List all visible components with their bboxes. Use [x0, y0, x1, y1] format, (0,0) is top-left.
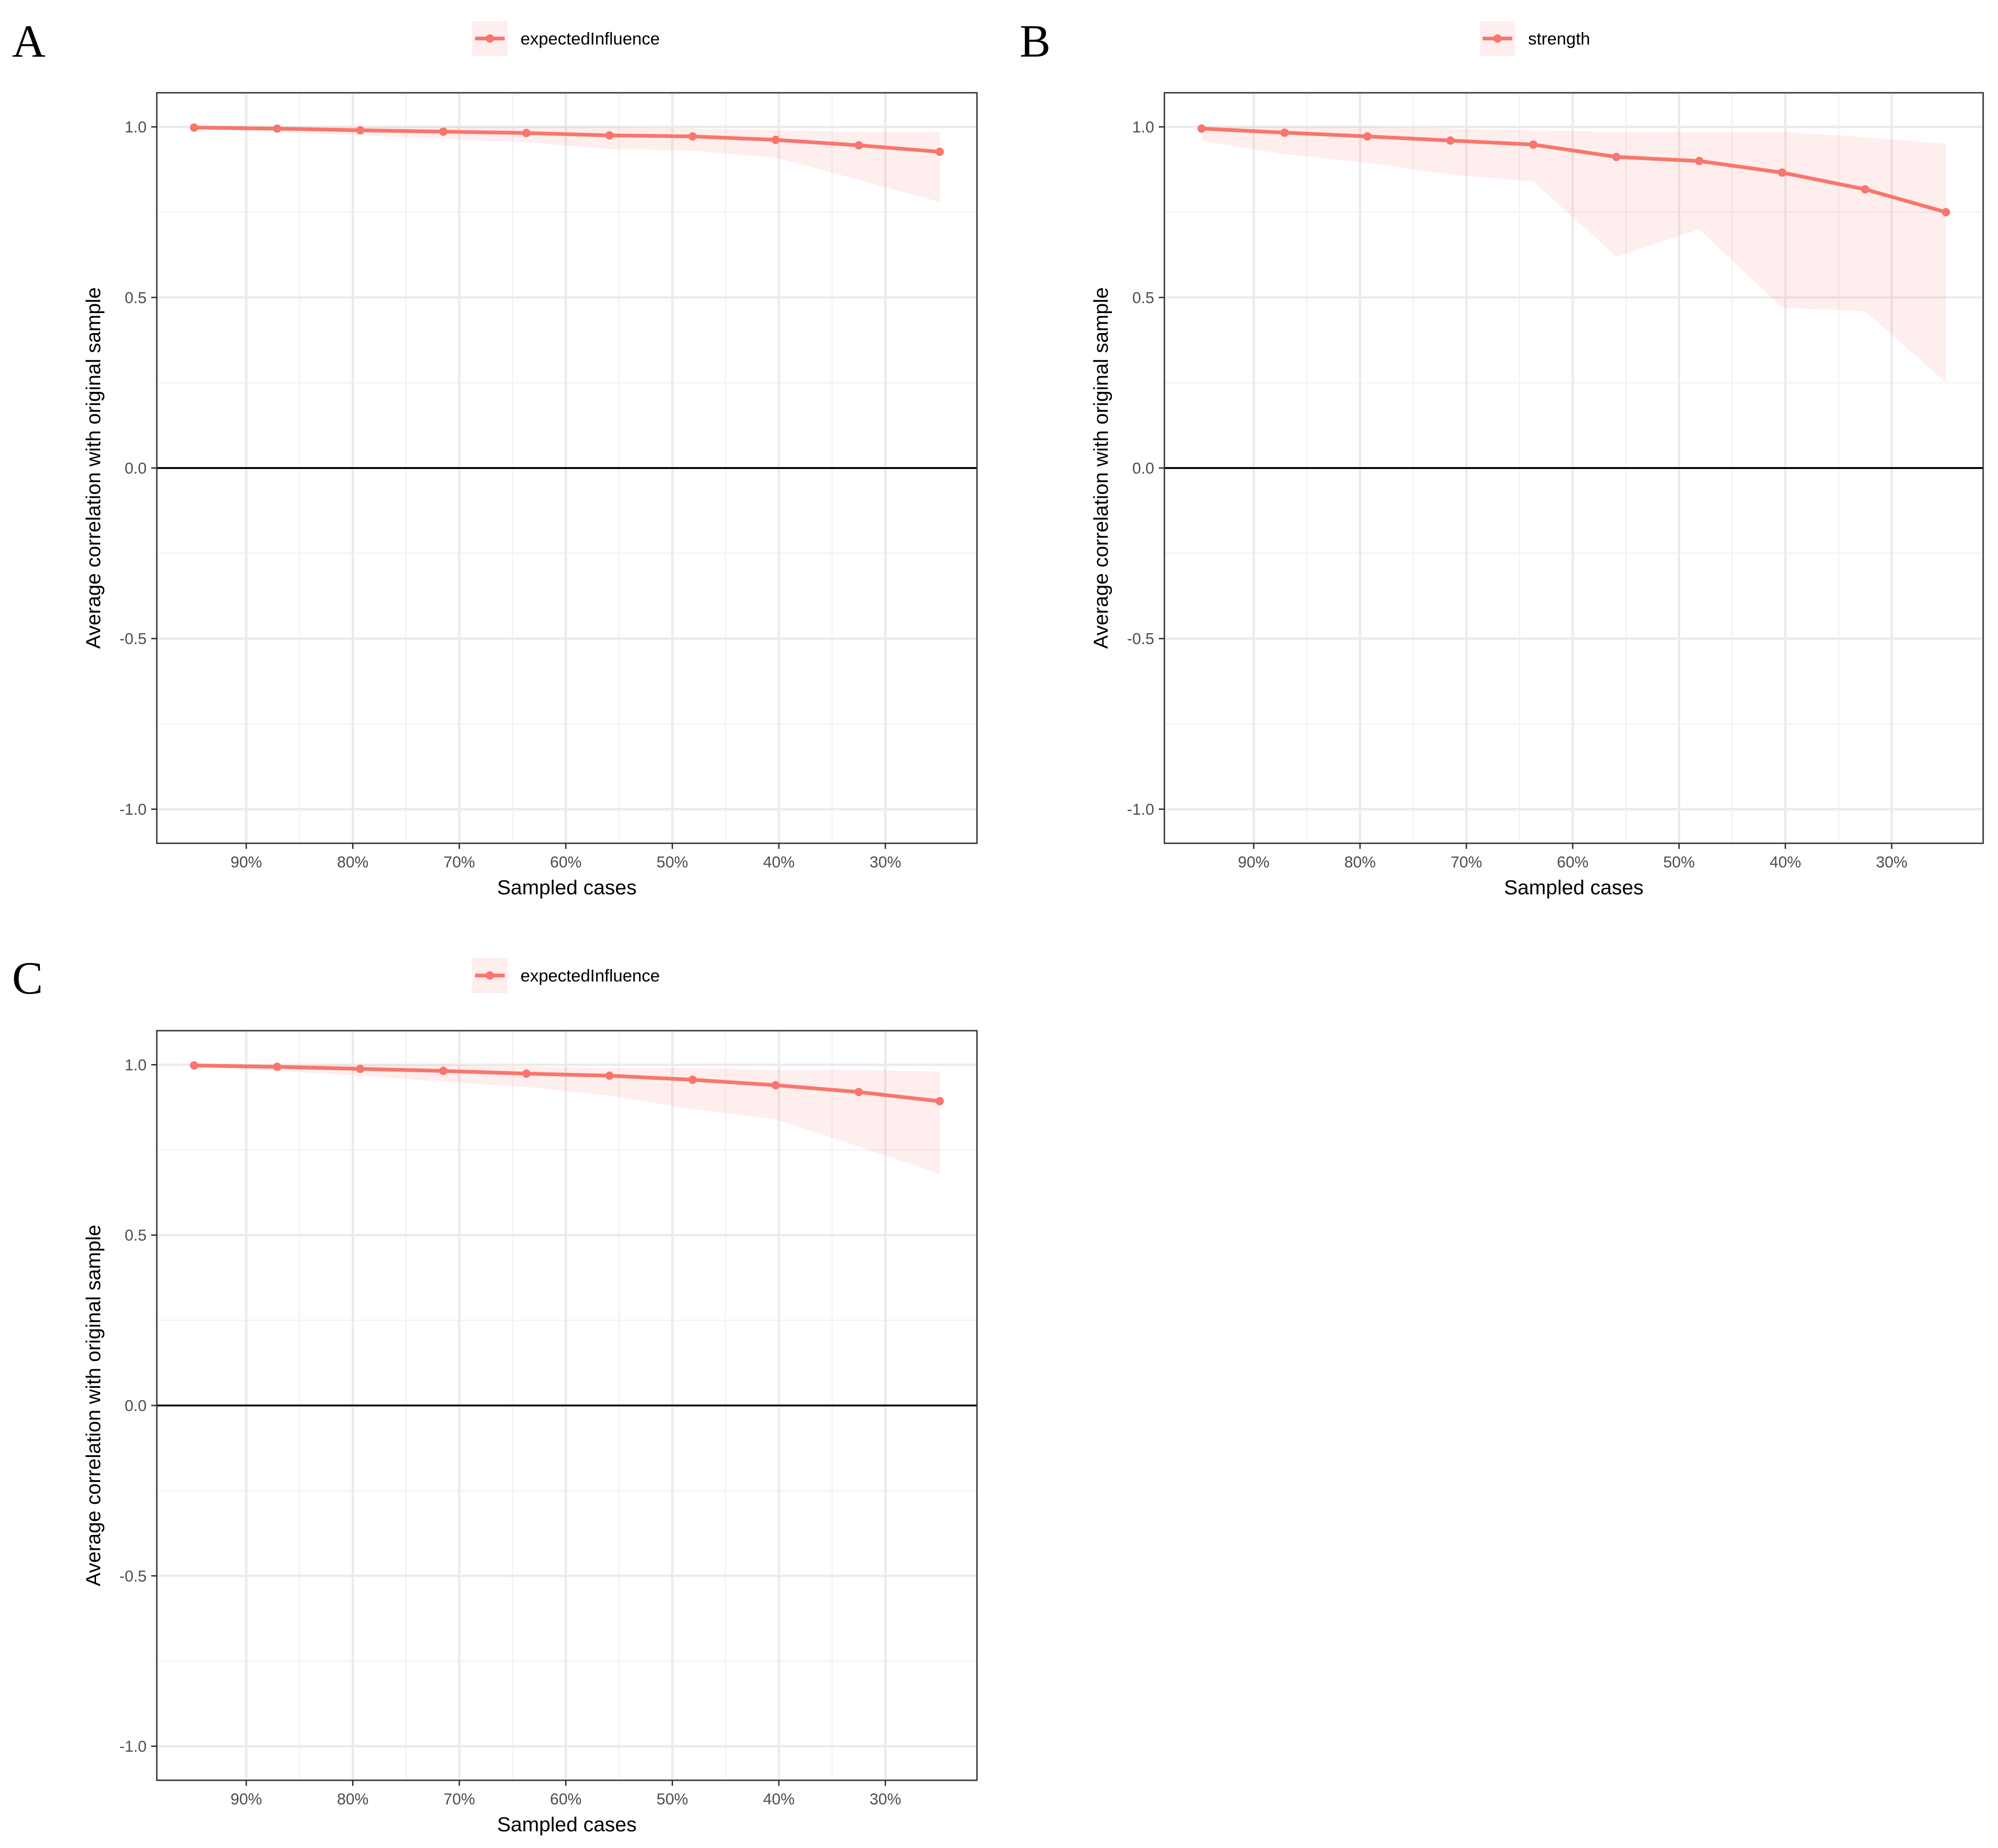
data-point [190, 1061, 199, 1070]
y-tick-label: 0.5 [125, 1227, 147, 1245]
x-tick-label: 40% [1770, 853, 1801, 871]
data-point [605, 131, 614, 140]
x-tick-label: 50% [1663, 853, 1695, 871]
y-tick-label: 1.0 [125, 1056, 147, 1074]
data-point [522, 128, 531, 137]
legend-label: expectedInfluence [520, 966, 660, 985]
legend: expectedInfluence [472, 958, 660, 993]
legend: strength [1480, 21, 1590, 56]
y-tick-label: 1.0 [125, 119, 147, 136]
data-point [935, 1097, 944, 1106]
legend-key-point [1493, 34, 1502, 43]
data-point [854, 141, 863, 150]
y-tick-label: -0.5 [1127, 630, 1154, 648]
series-line-expectedInfluence [194, 126, 940, 154]
data-point [1695, 157, 1703, 166]
legend: expectedInfluence [472, 21, 660, 56]
data-point [439, 1066, 448, 1075]
x-tick-label: 60% [550, 853, 582, 871]
series-line-strength [1201, 127, 1947, 214]
series-line-expectedInfluence [194, 1063, 940, 1104]
x-tick-label: 50% [656, 853, 688, 871]
legend-key-point [486, 971, 494, 980]
x-tick-label: 90% [231, 1790, 262, 1808]
y-tick-label: 0.0 [1132, 460, 1154, 477]
x-tick-label: 30% [870, 1790, 901, 1808]
x-tick-label: 90% [231, 853, 262, 871]
data-point [1861, 185, 1870, 194]
y-tick-label: -1.0 [1127, 801, 1154, 818]
data-point [771, 1081, 780, 1090]
y-tick-label: 0.5 [1132, 289, 1154, 307]
panel-letter: B [1020, 15, 1051, 67]
x-tick-label: 60% [1557, 853, 1588, 871]
x-tick-label: 70% [1451, 853, 1482, 871]
x-tick-label: 50% [656, 1790, 688, 1808]
legend-key-point [486, 34, 494, 43]
y-tick-label: -1.0 [119, 801, 147, 818]
data-point [688, 132, 697, 141]
y-tick-label: 0.0 [125, 1397, 147, 1415]
y-axis-title: Average correlation with original sample [1090, 287, 1112, 648]
x-tick-label: 70% [443, 1790, 475, 1808]
data-point [854, 1088, 863, 1097]
x-axis-title: Sampled cases [497, 1813, 637, 1836]
panel-letter: A [12, 15, 45, 67]
data-point [1941, 208, 1950, 217]
confidence-ribbon [194, 1065, 940, 1174]
data-point [1778, 168, 1786, 177]
data-point [688, 1075, 697, 1084]
x-axis-title: Sampled cases [1504, 876, 1644, 899]
data-point [935, 148, 944, 156]
x-tick-label: 40% [763, 1790, 795, 1808]
data-point [1363, 132, 1372, 141]
data-point [522, 1069, 531, 1078]
x-tick-label: 30% [1876, 853, 1908, 871]
y-tick-label: 1.0 [1132, 119, 1154, 136]
data-point [605, 1071, 614, 1080]
confidence-ribbon [1201, 127, 1946, 383]
data-point [771, 135, 780, 144]
data-point [1197, 124, 1206, 133]
y-tick-label: -0.5 [119, 630, 147, 648]
y-axis-title: Average correlation with original sample [82, 1225, 105, 1586]
x-tick-label: 40% [763, 853, 795, 871]
data-point [1529, 140, 1538, 149]
y-tick-label: 0.5 [125, 289, 147, 307]
chart-panel-b: 90% 80% 70% 60% 50% 40% 30% 1.0 0.5 0.0 -0.5 -1.0 Sa… [1020, 15, 1984, 899]
chart-panel-a: 90% 80% 70% 60% 50% 40% 30% 1.0 0.5 0.0 -0.5 -1.0 Sa… [12, 15, 978, 899]
x-axis-title: Sampled cases [497, 876, 637, 899]
y-tick-label: -0.5 [119, 1567, 147, 1585]
y-tick-label: -1.0 [119, 1738, 147, 1756]
x-tick-label: 80% [337, 1790, 368, 1808]
x-tick-label: 80% [337, 853, 368, 871]
data-point [439, 127, 448, 136]
legend-label: strength [1528, 29, 1590, 48]
data-point [1280, 128, 1289, 137]
x-tick-label: 60% [550, 1790, 582, 1808]
x-tick-label: 80% [1344, 853, 1376, 871]
data-point [1446, 136, 1455, 145]
y-tick-label: 0.0 [125, 460, 147, 477]
confidence-ribbon [194, 127, 940, 202]
data-point [356, 126, 365, 135]
x-tick-label: 90% [1238, 853, 1270, 871]
panel-letter: C [12, 952, 43, 1004]
chart-panel-c: 90% 80% 70% 60% 50% 40% 30% 1.0 0.5 0.0 -0.5 -1.0 Sa… [12, 952, 978, 1836]
data-point [356, 1065, 365, 1073]
x-tick-label: 30% [870, 853, 901, 871]
y-axis-title: Average correlation with original sample [82, 287, 105, 648]
data-point [273, 1062, 282, 1071]
data-point [1612, 153, 1621, 161]
x-tick-label: 70% [443, 853, 475, 871]
legend-label: expectedInfluence [520, 29, 660, 48]
data-point [273, 124, 282, 133]
data-point [190, 123, 199, 132]
